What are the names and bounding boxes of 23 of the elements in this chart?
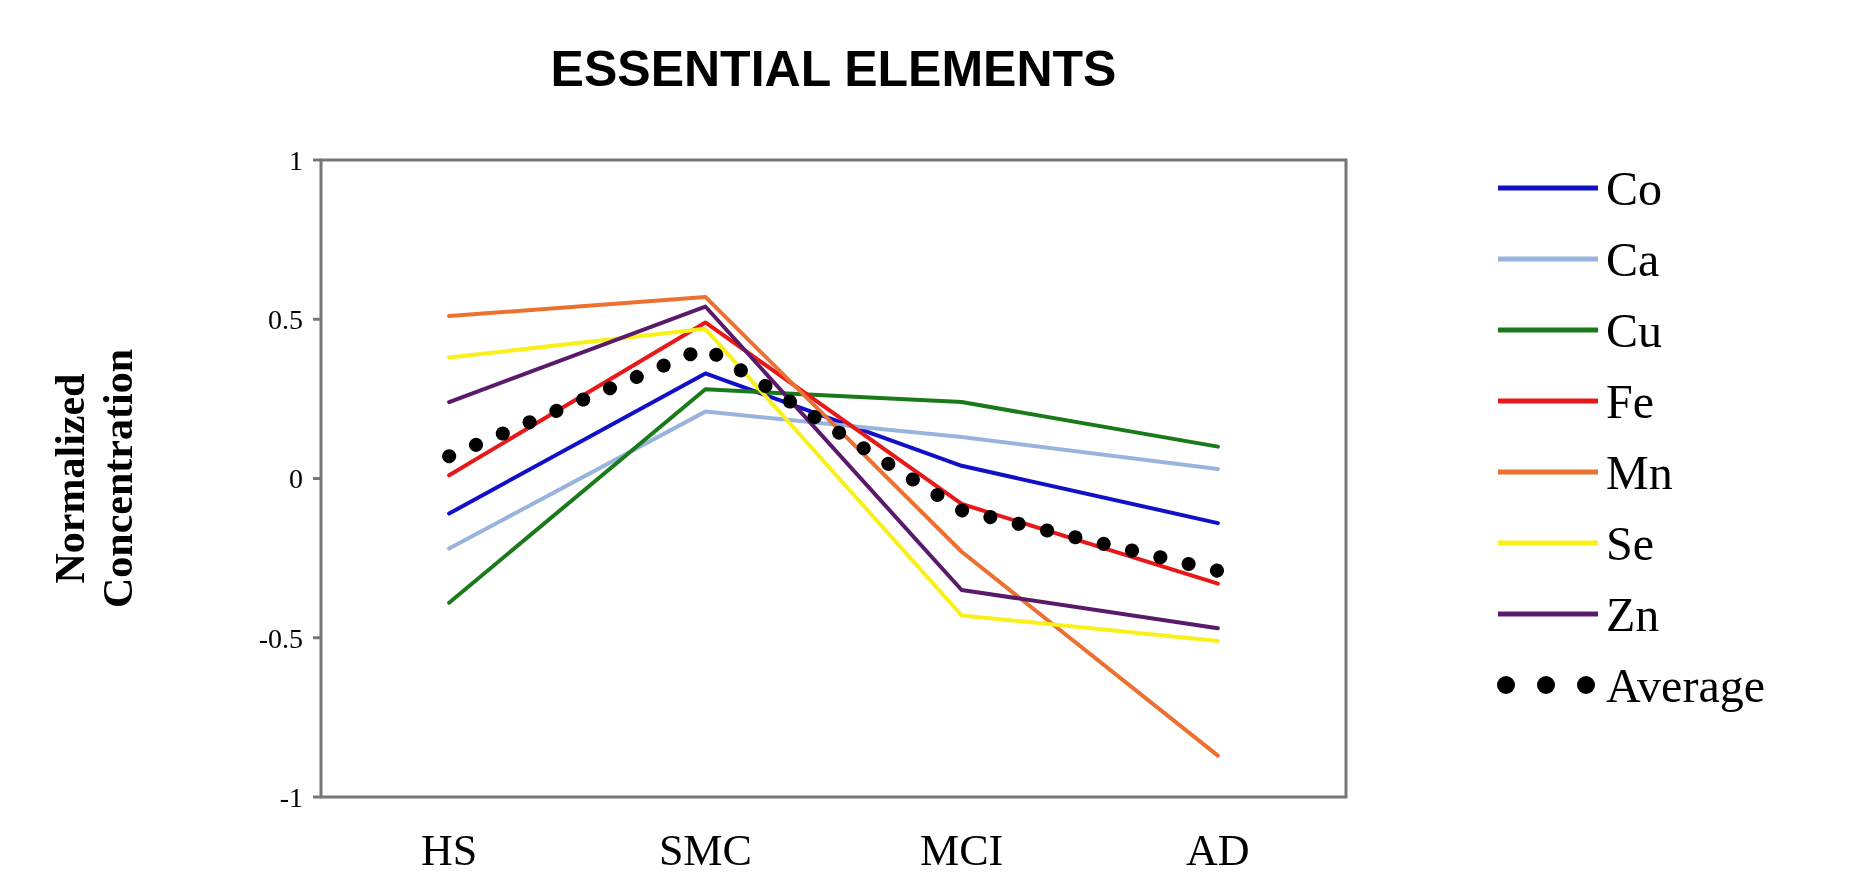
x-tick-label: MCI: [920, 826, 1004, 875]
line-series: [447, 409, 1220, 551]
x-tick-label: SMC: [658, 826, 752, 875]
y-tick-label: 1: [289, 144, 303, 176]
line-series: [447, 371, 1220, 526]
legend-label: Fe: [1606, 374, 1654, 428]
y-axis-title: Normalized Concentration: [47, 349, 141, 608]
line-series: [447, 387, 1220, 605]
legend-label: Average: [1606, 658, 1765, 712]
y-tick-label: 0.5: [268, 304, 303, 336]
legend-label: Cu: [1606, 303, 1663, 357]
y-tick-label: -0.5: [258, 622, 303, 654]
legend-label: Se: [1606, 516, 1654, 570]
legend-label: Co: [1606, 161, 1663, 215]
x-tick-label: HS: [421, 826, 478, 875]
chart-title: ESSENTIAL ELEMENTS: [550, 41, 1117, 97]
y-tick-label: 0: [289, 463, 303, 495]
legend-label: Mn: [1606, 445, 1673, 499]
line-series: [447, 294, 1220, 758]
legend-label: Ca: [1606, 232, 1660, 286]
y-tick-label: -1: [279, 781, 303, 813]
legend-label: Zn: [1606, 587, 1660, 641]
x-tick-label: AD: [1186, 826, 1250, 875]
